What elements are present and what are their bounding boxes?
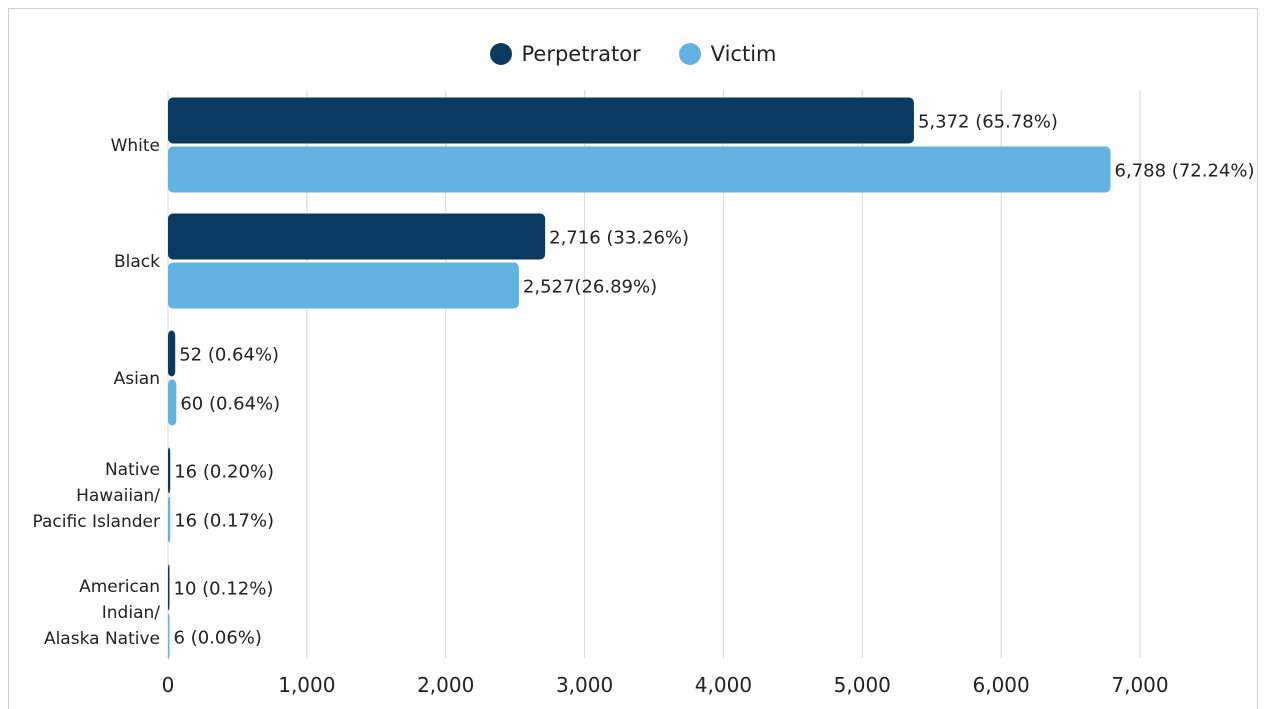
x-tick-label-3000: 3,000 [556,673,613,697]
chart-legend: Perpetrator Victim [0,38,1266,70]
value-label-perpetrator-2: 52 (0.64%) [179,345,279,366]
bar-perpetrator-1 [168,213,546,260]
value-labels: 5,372 (65.78%) 6,788 (72.24%) 2,716 (33.26… [174,112,1255,649]
x-tick-label-0: 0 [162,673,175,697]
x-axis-ticks: 0 1,000 2,000 3,000 4,000 5,000 6,000 7,000 [162,673,1169,697]
bar-victim-4 [168,613,170,660]
legend-label-perpetrator: Perpetrator [521,42,641,66]
category-label-0-line-0: White [111,136,160,156]
value-label-perpetrator-1: 2,716 (33.26%) [549,228,689,249]
bar-victim-2 [168,379,177,426]
category-label-4-line-2: Alaska Native [44,629,160,649]
category-label-3-line-1: Hawaiian/ [76,486,160,506]
value-label-victim-2: 60 (0.64%) [180,394,280,415]
chart-frame [8,8,1258,709]
category-label-3-line-0: Native [105,460,160,480]
legend-item-victim: Victim [678,42,777,66]
value-label-perpetrator-3: 16 (0.20%) [174,462,274,483]
bar-victim-0 [168,146,1111,193]
x-tick-label-7000: 7,000 [1111,673,1168,697]
bar-perpetrator-3 [168,447,171,494]
bar-perpetrator-2 [168,330,176,377]
legend-swatch-perpetrator [489,43,512,65]
x-tick-label-1000: 1,000 [278,673,335,697]
category-label-4-line-1: Indian/ [102,603,160,623]
category-label-3-line-2: Pacific Islander [33,512,160,532]
value-label-victim-1: 2,527(26.89%) [523,277,657,298]
legend-item-perpetrator: Perpetrator [489,42,641,66]
x-tick-label-6000: 6,000 [973,673,1030,697]
value-label-perpetrator-0: 5,372 (65.78%) [918,112,1058,133]
category-label-4-line-0: American [79,577,160,597]
x-tick-label-5000: 5,000 [834,673,891,697]
legend-label-victim: Victim [710,42,777,66]
x-tick-label-4000: 4,000 [695,673,752,697]
value-label-victim-3: 16 (0.17%) [174,511,274,532]
value-label-victim-4: 6 (0.06%) [174,628,262,649]
bar-victim-1 [168,262,519,309]
bar-perpetrator-0 [168,97,914,144]
value-label-victim-0: 6,788 (72.24%) [1115,161,1255,182]
category-labels: White Black Asian Native Hawaiian/Pacific Is… [33,136,161,649]
legend-swatch-victim [678,43,701,65]
x-tick-label-2000: 2,000 [417,673,474,697]
bars [168,97,1111,660]
bar-victim-3 [168,496,171,543]
category-label-2-line-0: Asian [114,369,160,389]
bar-perpetrator-4 [168,564,170,611]
category-label-1-line-0: Black [114,252,160,272]
value-label-perpetrator-4: 10 (0.12%) [174,579,274,600]
